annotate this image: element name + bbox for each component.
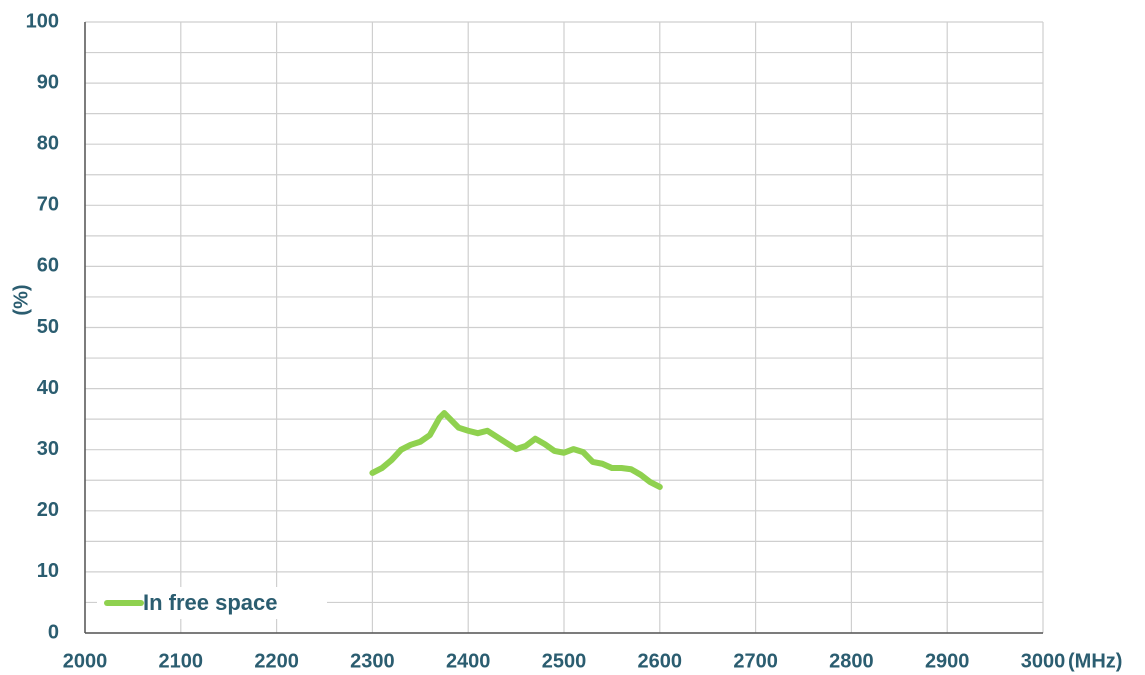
x-tick-label: 2400 <box>446 650 491 672</box>
x-tick-label: 2800 <box>829 650 874 672</box>
legend-label: In free space <box>143 590 278 615</box>
y-tick-label: 70 <box>37 194 59 216</box>
y-tick-label: 0 <box>48 621 59 643</box>
y-tick-label: 60 <box>37 255 59 277</box>
data-line <box>369 410 663 490</box>
x-tick-label: 2900 <box>925 650 970 672</box>
x-tick-label: 2700 <box>733 650 778 672</box>
y-tick-label: 100 <box>26 10 59 32</box>
x-tick-label: 2600 <box>638 650 683 672</box>
x-axis-label: (MHz) <box>1068 650 1122 672</box>
x-tick-label: 2100 <box>159 650 204 672</box>
x-tick-label: 2500 <box>542 650 587 672</box>
y-tick-label: 40 <box>37 377 59 399</box>
x-tick-label: 3000 <box>1021 650 1066 672</box>
y-tick-label: 30 <box>37 438 59 460</box>
x-tick-label: 2000 <box>63 650 108 672</box>
x-tick-label: 2300 <box>350 650 395 672</box>
y-tick-label: 80 <box>37 132 59 154</box>
y-tick-label: 90 <box>37 71 59 93</box>
x-tick-label: 2200 <box>254 650 299 672</box>
y-tick-label: 50 <box>37 316 59 338</box>
y-tick-label: 20 <box>37 499 59 521</box>
y-axis-label: (%) <box>10 284 32 315</box>
y-tick-label: 10 <box>37 560 59 582</box>
